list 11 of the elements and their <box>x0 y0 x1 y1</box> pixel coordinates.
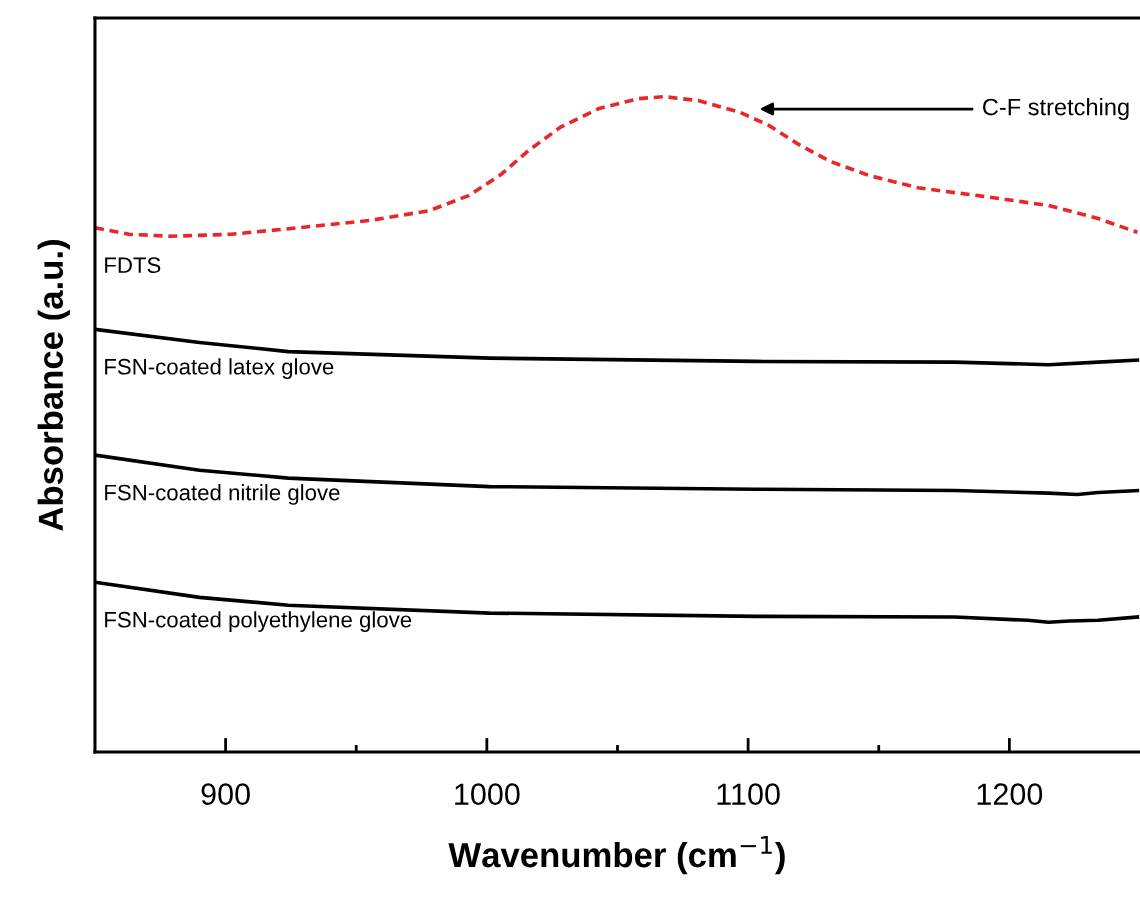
annotation: C-F stretching <box>983 98 1129 121</box>
series-label: FSN-coated latex glove <box>105 358 334 379</box>
x-tick-label: 1100 <box>717 783 780 806</box>
y-axis-title: Absorbance (a.u.) <box>37 240 70 531</box>
x-axis-title: Wavenumber (cm$^{−1}$) <box>448 836 785 875</box>
series-label: FDTS <box>105 257 161 274</box>
series-label: FSN-coated nitrile glove <box>105 484 340 505</box>
series-label: FSN-coated polyethylene glove <box>105 611 412 632</box>
x-tick-label: 1200 <box>977 783 1043 806</box>
x-tick-label: 1000 <box>455 783 520 806</box>
x-tick-label: 900 <box>201 783 250 806</box>
